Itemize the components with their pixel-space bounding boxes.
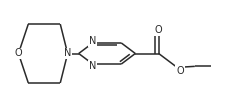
Text: O: O [176,66,184,76]
Text: N: N [89,36,96,46]
Text: N: N [64,48,71,59]
Text: N: N [89,61,96,71]
Text: O: O [15,48,22,59]
Text: O: O [155,25,162,35]
